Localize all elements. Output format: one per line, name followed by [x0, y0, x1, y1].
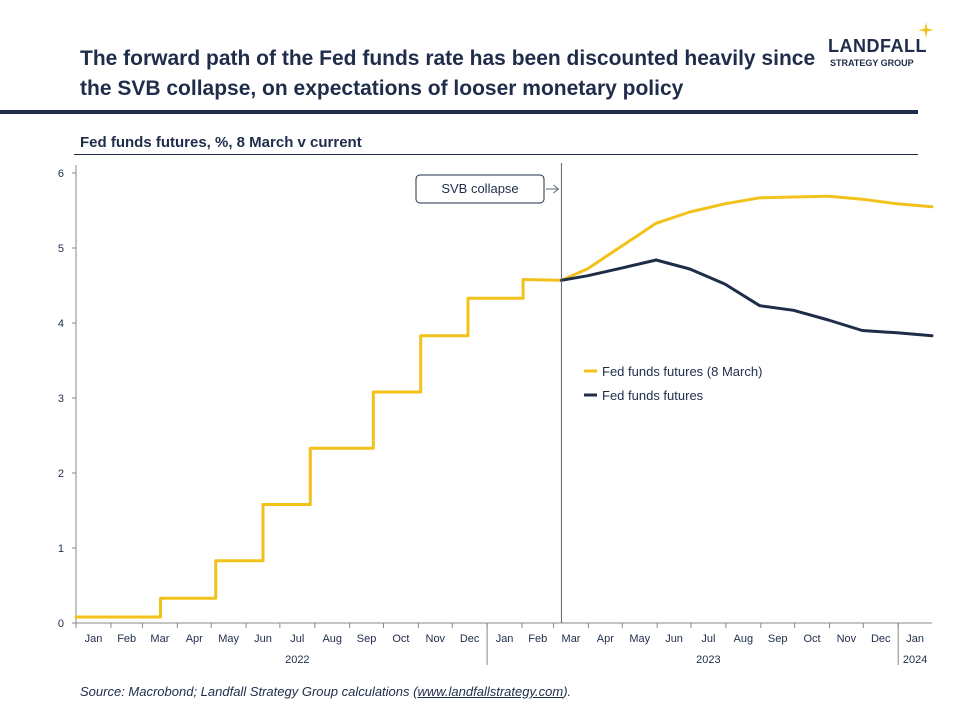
title-divider [0, 110, 918, 114]
annotation-box [415, 174, 545, 204]
x-tick-label: Mar [562, 633, 581, 645]
x-tick-label: Jul [701, 633, 715, 645]
y-tick-label: 4 [58, 318, 64, 330]
x-tick-label: Jan [906, 633, 924, 645]
x-tick-label: Mar [150, 633, 169, 645]
chart-title: The forward path of the Fed funds rate h… [80, 47, 816, 100]
legend-label: Fed funds futures (8 March) [602, 364, 762, 379]
x-tick-label: Sep [768, 633, 788, 645]
logo-wordmark: LANDFALL [828, 36, 927, 56]
landfall-logo: LANDFALL STRATEGY GROUP [828, 22, 948, 72]
x-tick-label: Dec [460, 633, 480, 645]
subtitle-divider [74, 154, 918, 155]
series-layer [74, 194, 934, 619]
x-tick-label: Dec [871, 633, 891, 645]
x-tick-label: Aug [322, 633, 342, 645]
year-label: 2023 [696, 654, 720, 666]
y-tick-label: 2 [58, 468, 64, 480]
source-note: Source: Macrobond; Landfall Strategy Gro… [80, 684, 571, 699]
x-tick-label: Nov [837, 633, 857, 645]
chart-subtitle: Fed funds futures, %, 8 March v current [80, 134, 362, 151]
year-label: 2024 [903, 654, 927, 666]
source-link[interactable]: www.landfallstrategy.com [417, 684, 564, 699]
annotation-label: SVB collapse [441, 181, 518, 196]
source-suffix: ). [563, 684, 572, 699]
x-tick-label: Aug [734, 633, 754, 645]
x-tick-label: Oct [803, 633, 820, 645]
y-tick-label: 6 [58, 168, 64, 180]
annotation-arrowhead [553, 184, 560, 194]
x-tick-label: Jan [85, 633, 103, 645]
annotation-layer: SVB collapse [415, 163, 562, 623]
star-icon [918, 22, 934, 38]
legend: Fed funds futures (8 March) Fed funds fut… [584, 364, 762, 403]
x-tick-label: Nov [426, 633, 446, 645]
series-line-1 [559, 258, 934, 338]
x-tick-label: Jan [496, 633, 514, 645]
y-tick-label: 0 [58, 618, 64, 630]
x-tick-label: Sep [357, 633, 377, 645]
y-tick-label: 3 [58, 393, 64, 405]
logo-tagline: STRATEGY GROUP [830, 58, 914, 68]
year-label: 2022 [285, 654, 309, 666]
x-tick-label: Jun [665, 633, 683, 645]
x-tick-label: Jun [254, 633, 272, 645]
x-tick-label: Feb [117, 633, 136, 645]
axes-layer: 0 1 2 3 4 5 6 Jan Feb Mar Apr May Jun Jul Aug Sep Oct Nov… [58, 165, 932, 666]
x-tick-label: Feb [528, 633, 547, 645]
y-tick-label: 1 [58, 543, 64, 555]
x-tick-label: May [629, 633, 650, 645]
x-tick-label: Jul [290, 633, 304, 645]
x-tick-label: Apr [597, 633, 614, 645]
x-tick-label: Oct [392, 633, 409, 645]
x-tick-label: Apr [186, 633, 203, 645]
source-prefix: Source: Macrobond; Landfall Strategy Gro… [80, 684, 418, 699]
y-tick-label: 5 [58, 243, 64, 255]
series-line-0 [74, 194, 934, 619]
legend-label: Fed funds futures [602, 388, 704, 403]
x-tick-label: May [218, 633, 239, 645]
